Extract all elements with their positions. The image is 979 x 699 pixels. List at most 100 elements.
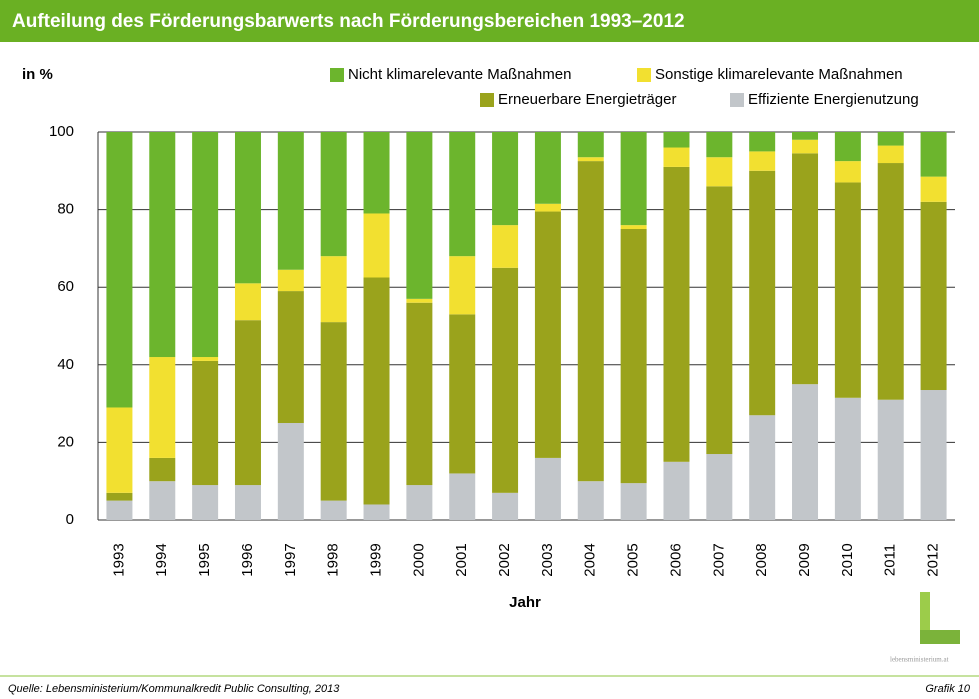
bar-segment	[620, 229, 647, 484]
bar-segment	[363, 504, 390, 520]
bar-segment	[406, 302, 433, 486]
bar-segment	[706, 132, 733, 158]
x-tick-label: 2006	[667, 543, 684, 576]
x-tick-label: 1999	[367, 543, 384, 576]
bar-segment	[192, 132, 219, 358]
figure-label: Grafik 10	[925, 683, 971, 695]
x-tick-label: 1996	[239, 543, 256, 576]
bar-segment	[406, 298, 433, 303]
bar-segment	[406, 132, 433, 299]
bar-segment	[534, 211, 561, 458]
bar-segment	[706, 157, 733, 187]
bar-segment	[620, 132, 647, 226]
bar-segment	[877, 132, 904, 146]
bar-segment	[877, 145, 904, 164]
x-tick-label: 2007	[710, 543, 727, 576]
logo-shape	[920, 630, 960, 644]
x-tick-label: 2001	[453, 543, 470, 576]
bar-segment	[749, 415, 776, 520]
bar-segment	[149, 481, 176, 520]
y-tick-label: 0	[66, 511, 74, 528]
bar-segment	[749, 151, 776, 171]
bar-segment	[663, 132, 690, 148]
bar-segment	[106, 492, 133, 501]
bar-segment	[449, 132, 476, 257]
bar-segment	[492, 225, 519, 268]
bar-segment	[920, 132, 947, 177]
legend-swatch	[480, 93, 494, 107]
x-tick-label: 1998	[325, 543, 342, 576]
bar-segment	[363, 277, 390, 505]
y-tick-label: 60	[57, 278, 74, 295]
bar-segment	[363, 132, 390, 214]
bar-segment	[492, 267, 519, 493]
bar-segment	[792, 384, 819, 520]
bar-segment	[834, 161, 861, 183]
bar-segment	[106, 407, 133, 493]
legend-swatch	[330, 68, 344, 82]
x-tick-label: 2003	[539, 543, 556, 576]
x-tick-label: 2011	[882, 544, 899, 576]
bar-segment	[620, 225, 647, 229]
bar-segment	[663, 461, 690, 520]
x-tick-label: 1995	[196, 543, 213, 576]
y-tick-label: 80	[57, 201, 74, 218]
x-tick-label: 1994	[153, 543, 170, 576]
bar-segment	[920, 176, 947, 202]
legend-label: Nicht klimarelevante Maßnahmen	[348, 66, 571, 83]
bar-segment	[706, 454, 733, 520]
bar-segment	[277, 132, 304, 270]
logo-text: lebensministerium.at	[890, 656, 949, 664]
logo-shape	[920, 592, 930, 642]
bar-segment	[534, 132, 561, 204]
bar-segment	[277, 269, 304, 292]
x-tick-label: 2008	[753, 543, 770, 576]
bar-segment	[449, 256, 476, 315]
source: Quelle: Lebensministerium/Kommunalkredit…	[8, 683, 340, 695]
chart-title: Aufteilung des Förderungsbarwerts nach F…	[12, 11, 685, 32]
x-tick-label: 2010	[839, 543, 856, 576]
x-axis-label: Jahr	[509, 594, 541, 611]
bar-segment	[149, 457, 176, 482]
x-tick-label: 2002	[496, 543, 513, 576]
x-tick-label: 2004	[582, 543, 599, 576]
bar-segment	[663, 147, 690, 167]
bar-segment	[792, 139, 819, 154]
bar-segment	[620, 483, 647, 520]
bar-segment	[106, 500, 133, 520]
x-tick-label: 1997	[282, 543, 299, 576]
bar-segment	[320, 132, 347, 257]
bar-segment	[234, 283, 261, 321]
bar-segment	[234, 485, 261, 520]
bar-segment	[920, 390, 947, 520]
bar-segment	[320, 322, 347, 501]
bar-segment	[577, 481, 604, 520]
bar-segment	[277, 423, 304, 520]
bar-segment	[577, 132, 604, 158]
bar-segment	[192, 357, 219, 361]
bar-segment	[492, 132, 519, 226]
bar-segment	[149, 357, 176, 458]
y-tick-label: 20	[57, 433, 74, 450]
bar-segment	[663, 166, 690, 462]
bar-segment	[834, 132, 861, 162]
bar-segment	[149, 132, 176, 358]
bar-segment	[234, 132, 261, 284]
title-bar	[0, 0, 979, 42]
bar-segment	[706, 186, 733, 455]
y-tick-label: 40	[57, 356, 74, 373]
bar-segment	[320, 256, 347, 323]
bar-segment	[320, 500, 347, 520]
bar-segment	[234, 320, 261, 486]
bar-segment	[577, 157, 604, 162]
x-tick-label: 2009	[796, 543, 813, 576]
legend-swatch	[730, 93, 744, 107]
legend-label: Erneuerbare Energieträger	[498, 91, 676, 108]
bar-segment	[792, 153, 819, 385]
bar-segment	[363, 213, 390, 278]
bar-segment	[834, 182, 861, 398]
bar-segment	[920, 201, 947, 391]
y-tick-label: 100	[49, 123, 74, 140]
bar-segment	[834, 397, 861, 520]
bar-segment	[106, 132, 133, 408]
